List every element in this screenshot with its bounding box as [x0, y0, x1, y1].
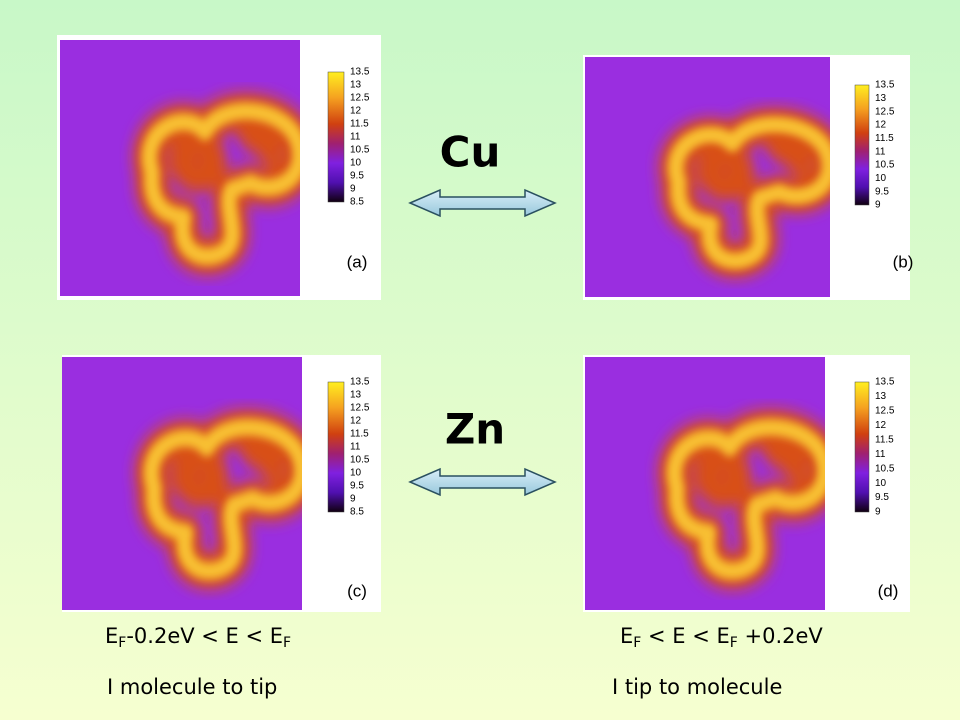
stm-image	[585, 57, 830, 297]
colorbar-tick-label: 11	[875, 146, 886, 157]
colorbar-tick-label: 10.5	[350, 455, 370, 466]
element-label: Zn	[445, 405, 505, 454]
colorbar-tick-label: 11	[875, 449, 886, 460]
colorbar-tick-label: 13.5	[875, 377, 895, 388]
subscript: F	[118, 635, 126, 651]
colorbar-tick-label: 9.5	[350, 171, 364, 182]
panel-label: (d)	[878, 581, 899, 600]
subscript: F	[633, 635, 641, 651]
colorbar-tick-label: 11.5	[350, 429, 369, 440]
colorbar-tick-label: 13	[350, 390, 362, 401]
colorbar-tick-label: 12.5	[875, 406, 895, 417]
text-part: -0.2eV < E < E	[126, 624, 283, 648]
colorbar-tick-label: 12.5	[350, 93, 370, 104]
colorbar-tick-label: 13	[350, 80, 362, 91]
stm-image	[60, 40, 300, 296]
double-arrow	[408, 188, 557, 218]
colorbar-tick-label: 12	[350, 416, 362, 427]
colorbar-tick-label: 11.5	[875, 434, 894, 445]
text-part: E	[620, 624, 633, 648]
stm-image	[585, 357, 825, 610]
text-part: < E < E	[641, 624, 729, 648]
element-label: Cu	[440, 128, 501, 177]
colorbar-tick-label: 13.5	[350, 67, 370, 78]
colorbar-tick-label: 10.5	[875, 160, 895, 171]
panel: 13.5 13 12.5 12 11.5 11 10.5 10 9.5 9 (d)	[583, 355, 910, 612]
colorbar-tick-label: 12	[350, 106, 362, 117]
colorbar-tick-label: 8.5	[350, 197, 364, 208]
panel: 13.5 13 12.5 12 11.5 11 10.5 10 9.5 9 8.5 (c)	[62, 355, 381, 612]
colorbar	[327, 71, 345, 203]
colorbar-tick-label: 11	[350, 442, 361, 453]
colorbar-tick-label: 10	[350, 468, 362, 479]
colorbar-tick-label: 8.5	[350, 507, 364, 518]
colorbar-tick-label: 12	[875, 420, 887, 431]
energy-range: EF < E < EF +0.2eV	[620, 624, 823, 651]
panel: 13.5 13 12.5 12 11.5 11 10.5 10 9.5 9 8.5 (a)	[57, 35, 381, 300]
current-direction: I molecule to tip	[107, 675, 277, 699]
colorbar-tick-label: 9.5	[350, 481, 364, 492]
colorbar-tick-label: 12	[875, 120, 887, 131]
colorbar-tick-label: 10	[875, 478, 887, 489]
panel: 13.5 13 12.5 12 11.5 11 10.5 10 9.5 9 (b)	[583, 55, 913, 300]
colorbar-tick-label: 12.5	[875, 106, 895, 117]
colorbar-tick-label: 12.5	[350, 403, 370, 414]
colorbar-tick-label: 9	[350, 184, 356, 195]
colorbar-tick-label: 9	[875, 507, 881, 518]
colorbar-tick-label: 9	[875, 200, 881, 211]
colorbar-tick-label: 13.5	[875, 80, 895, 91]
colorbar-tick-label: 9.5	[875, 492, 889, 503]
panel-label: (c)	[347, 581, 367, 600]
colorbar-tick-label: 11.5	[350, 119, 369, 130]
colorbar	[327, 381, 345, 513]
text-part: E	[105, 624, 118, 648]
colorbar-tick-label: 11.5	[875, 133, 894, 144]
panel-label: (a)	[347, 252, 368, 271]
colorbar-tick-label: 11	[350, 132, 361, 143]
stm-image	[62, 357, 302, 610]
colorbar-tick-label: 9	[350, 494, 356, 505]
text-part: +0.2eV	[738, 624, 824, 648]
colorbar-tick-label: 9.5	[875, 186, 889, 197]
colorbar-tick-label: 10.5	[350, 145, 370, 156]
current-direction: I tip to molecule	[612, 675, 782, 699]
colorbar	[854, 381, 870, 513]
colorbar	[854, 84, 870, 206]
subscript: F	[730, 635, 738, 651]
colorbar-tick-label: 13	[875, 93, 887, 104]
panels: 13.51312.51211.51110.5109.598.5(a)13.513…	[57, 35, 913, 612]
energy-range: EF-0.2eV < E < EF	[105, 624, 291, 651]
colorbar-tick-label: 10	[875, 173, 887, 184]
panel-label: (b)	[893, 252, 914, 271]
colorbar-tick-label: 10.5	[875, 463, 895, 474]
colorbar-tick-label: 13	[875, 391, 887, 402]
colorbar-tick-label: 10	[350, 158, 362, 169]
double-arrow	[408, 467, 557, 497]
colorbar-tick-label: 13.5	[350, 377, 370, 388]
subscript: F	[283, 635, 291, 651]
